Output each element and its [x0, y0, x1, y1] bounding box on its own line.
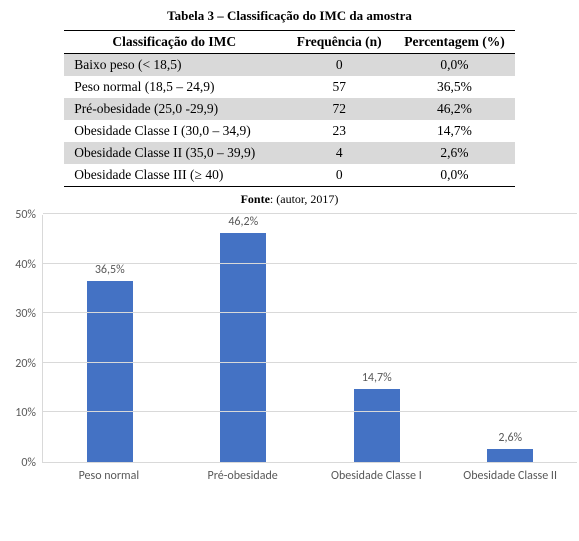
- cell-pct: 46,2%: [394, 98, 515, 120]
- col-header-pct: Percentagem (%): [394, 31, 515, 54]
- grid-line: [43, 263, 577, 264]
- cell-label: Pré-obesidade (25,0 -29,9): [64, 98, 284, 120]
- bar-slot: 2,6%: [444, 215, 578, 462]
- y-tick-label: 40%: [15, 258, 36, 272]
- table-row: Obesidade Classe I (30,0 – 34,9)2314,7%: [64, 120, 515, 142]
- source-label: Fonte: [241, 192, 270, 206]
- cell-pct: 14,7%: [394, 120, 515, 142]
- y-tick-label: 30%: [15, 307, 36, 321]
- cell-freq: 72: [284, 98, 394, 120]
- cell-pct: 0,0%: [394, 164, 515, 187]
- y-axis: 0%10%20%30%40%50%: [2, 215, 42, 463]
- x-tick-label: Obesidade Classe I: [310, 463, 444, 483]
- cell-label: Obesidade Classe I (30,0 – 34,9): [64, 120, 284, 142]
- cell-freq: 4: [284, 142, 394, 164]
- source-line: Fonte: (autor, 2017): [12, 192, 567, 207]
- bar: 2,6%: [487, 449, 533, 462]
- bar: 36,5%: [87, 281, 133, 462]
- y-tick-label: 50%: [15, 208, 36, 222]
- cell-label: Baixo peso (< 18,5): [64, 54, 284, 77]
- x-tick-label: Pré-obesidade: [176, 463, 310, 483]
- cell-freq: 0: [284, 54, 394, 77]
- y-tick-label: 0%: [21, 456, 36, 470]
- cell-freq: 23: [284, 120, 394, 142]
- cell-pct: 0,0%: [394, 54, 515, 77]
- cell-pct: 36,5%: [394, 76, 515, 98]
- table-row: Baixo peso (< 18,5)00,0%: [64, 54, 515, 77]
- grid-line: [43, 213, 577, 214]
- table-row: Peso normal (18,5 – 24,9)5736,5%: [64, 76, 515, 98]
- table-row: Obesidade Classe II (35,0 – 39,9)42,6%: [64, 142, 515, 164]
- grid-line: [43, 312, 577, 313]
- table-row: Pré-obesidade (25,0 -29,9)7246,2%: [64, 98, 515, 120]
- bar: 46,2%: [220, 233, 266, 462]
- bar-chart: 0%10%20%30%40%50% 36,5%46,2%14,7%2,6% Pe…: [2, 215, 577, 483]
- bar-slot: 46,2%: [177, 215, 311, 462]
- bar: 14,7%: [354, 389, 400, 462]
- bar-slot: 14,7%: [310, 215, 444, 462]
- y-tick-label: 10%: [15, 406, 36, 420]
- bar-value-label: 46,2%: [228, 215, 258, 229]
- cell-pct: 2,6%: [394, 142, 515, 164]
- source-text: : (autor, 2017): [270, 192, 339, 206]
- bar-slot: 36,5%: [43, 215, 177, 462]
- cell-freq: 0: [284, 164, 394, 187]
- x-tick-label: Obesidade Classe II: [443, 463, 577, 483]
- plot-area: 36,5% 46,2% 14,7% 2,6%: [42, 215, 577, 463]
- col-header-class: Classificação do IMC: [64, 31, 284, 54]
- bar-value-label: 2,6%: [498, 431, 522, 445]
- cell-label: Obesidade Classe III (≥ 40): [64, 164, 284, 187]
- cell-label: Peso normal (18,5 – 24,9): [64, 76, 284, 98]
- imc-table: Classificação do IMC Frequência (n) Perc…: [64, 30, 515, 187]
- cell-freq: 57: [284, 76, 394, 98]
- col-header-freq: Frequência (n): [284, 31, 394, 54]
- bars-container: 36,5% 46,2% 14,7% 2,6%: [43, 215, 577, 462]
- table-title: Tabela 3 – Classificação do IMC da amost…: [12, 8, 567, 24]
- y-tick-label: 20%: [15, 357, 36, 371]
- bar-value-label: 36,5%: [95, 263, 125, 277]
- grid-line: [43, 362, 577, 363]
- x-axis: Peso normalPré-obesidadeObesidade Classe…: [42, 463, 577, 483]
- grid-line: [43, 411, 577, 412]
- bar-value-label: 14,7%: [362, 371, 392, 385]
- x-tick-label: Peso normal: [42, 463, 176, 483]
- cell-label: Obesidade Classe II (35,0 – 39,9): [64, 142, 284, 164]
- table-row: Obesidade Classe III (≥ 40)00,0%: [64, 164, 515, 187]
